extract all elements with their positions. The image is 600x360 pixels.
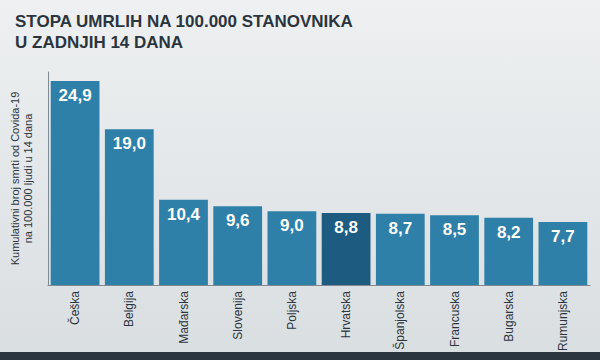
svg-text:8,8: 8,8	[334, 218, 358, 237]
svg-text:19,0: 19,0	[113, 134, 146, 153]
svg-text:9,6: 9,6	[226, 211, 250, 230]
svg-text:Španjolska: Španjolska	[392, 291, 407, 350]
svg-text:STOPA UMRLIH NA 100.000 STANOV: STOPA UMRLIH NA 100.000 STANOVNIKA	[15, 12, 353, 31]
svg-text:Rumunjska: Rumunjska	[556, 291, 570, 351]
svg-text:Belgija: Belgija	[122, 291, 136, 327]
svg-text:Bugarska: Bugarska	[502, 291, 516, 342]
svg-text:Češka: Češka	[67, 291, 82, 325]
svg-text:9,0: 9,0	[280, 216, 304, 235]
svg-text:8,5: 8,5	[443, 220, 467, 239]
svg-text:24,9: 24,9	[59, 86, 92, 105]
svg-text:na 100.000 ljudi u 14 dana: na 100.000 ljudi u 14 dana	[22, 113, 34, 244]
svg-text:Francuska: Francuska	[448, 291, 462, 347]
svg-text:Slovenija: Slovenija	[231, 291, 245, 340]
svg-text:8,2: 8,2	[497, 223, 521, 242]
svg-text:Poljska: Poljska	[285, 291, 299, 330]
svg-text:Kumulativni broj smrti od Covi: Kumulativni broj smrti od Covida-19	[9, 92, 21, 266]
svg-text:8,7: 8,7	[388, 219, 412, 238]
svg-text:Mađarska: Mađarska	[177, 291, 191, 344]
svg-text:U ZADNJIH 14 DANA: U ZADNJIH 14 DANA	[15, 33, 183, 52]
svg-text:7,7: 7,7	[551, 227, 575, 246]
svg-text:Hrvatska: Hrvatska	[339, 291, 353, 339]
svg-text:10,4: 10,4	[167, 205, 201, 224]
